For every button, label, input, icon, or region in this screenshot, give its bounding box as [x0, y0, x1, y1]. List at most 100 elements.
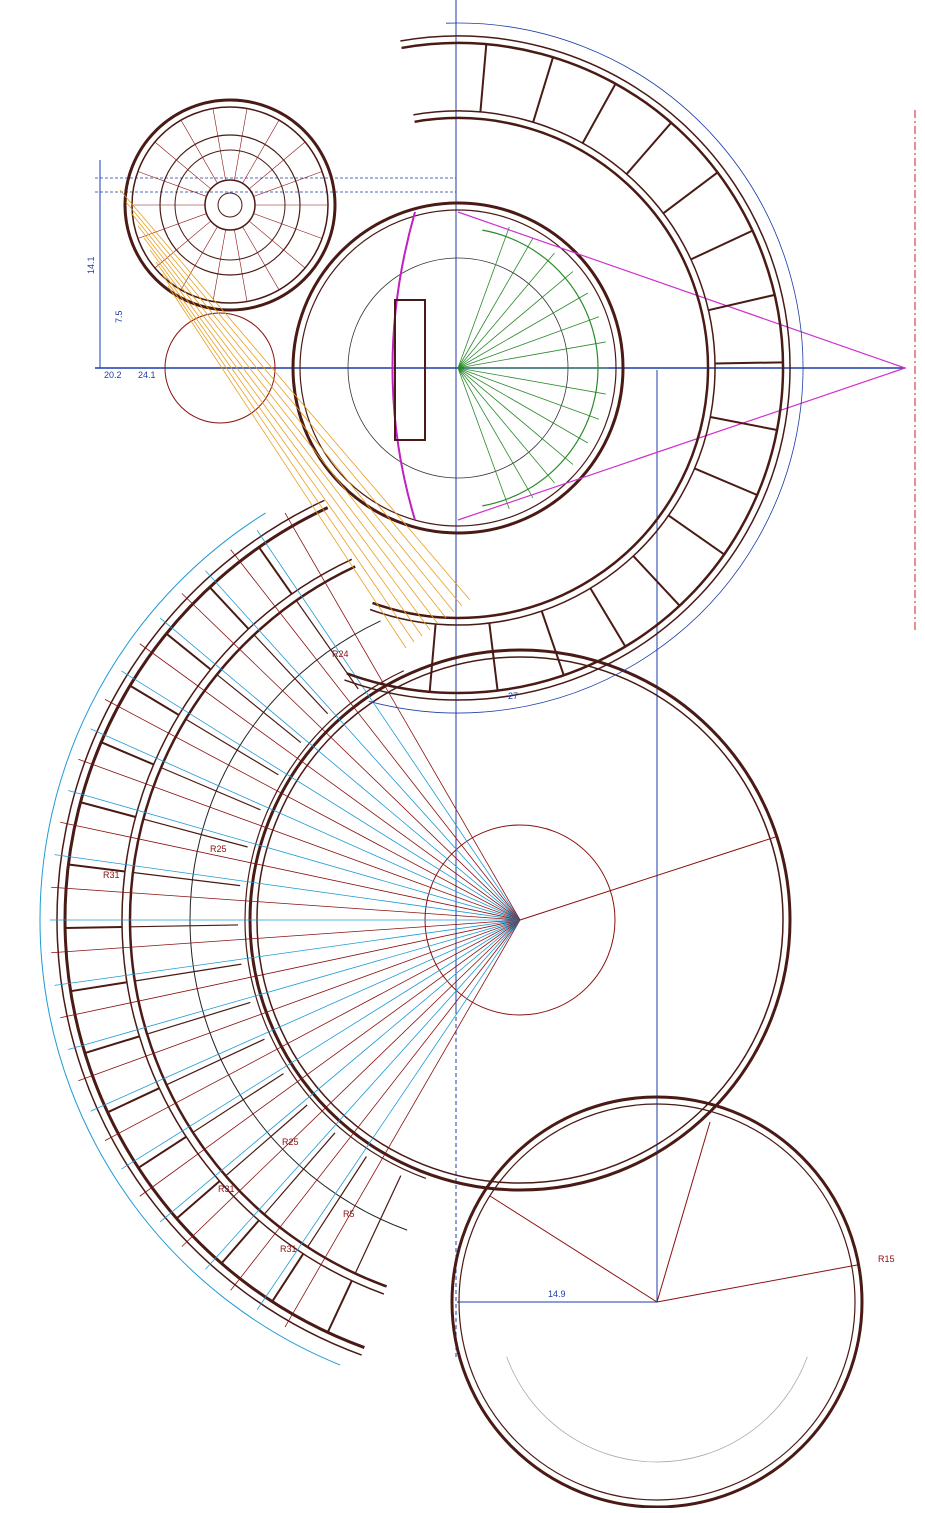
partition — [166, 1038, 265, 1086]
partition — [134, 963, 242, 982]
partition — [192, 1073, 284, 1133]
dimension-label: 24.1 — [138, 370, 156, 380]
radial-ray — [457, 367, 600, 420]
radial-ray — [154, 141, 212, 190]
radius-label: R31 — [218, 1184, 235, 1194]
partition — [307, 1156, 367, 1248]
radial-ray — [180, 226, 218, 291]
radius-line — [519, 836, 777, 921]
radial-ray — [248, 220, 306, 269]
partition — [690, 229, 753, 261]
radius-label: R31 — [280, 1244, 297, 1254]
radial-ray — [457, 292, 589, 369]
partition — [216, 674, 302, 743]
partition — [662, 171, 719, 215]
radial-ray — [248, 141, 306, 190]
wall-circle — [450, 1095, 864, 1509]
partition — [708, 293, 775, 312]
dimension-label: 14.9 — [548, 1289, 566, 1299]
radial-ray — [457, 341, 606, 369]
radial-ray — [457, 271, 574, 369]
radial-ray — [104, 919, 521, 1142]
partition — [710, 416, 778, 431]
radial-ray — [154, 220, 212, 269]
projection-line — [119, 189, 471, 601]
partition — [540, 610, 565, 676]
partition — [165, 632, 212, 671]
radial-ray — [121, 919, 521, 1170]
radius-label: R15 — [878, 1254, 895, 1264]
partition — [68, 863, 126, 873]
wall-circle — [204, 179, 256, 231]
wall-circle — [217, 192, 243, 218]
radial-ray — [181, 919, 521, 1247]
projection-line — [125, 201, 463, 607]
radial-ray — [139, 643, 521, 921]
radial-ray — [457, 367, 555, 484]
partition — [84, 1035, 140, 1054]
partition — [70, 981, 128, 993]
radial-ray — [230, 549, 521, 921]
partition — [532, 56, 554, 123]
partition — [225, 1104, 308, 1177]
partition — [354, 1175, 402, 1274]
wall-arc — [346, 41, 785, 695]
partition — [258, 546, 293, 595]
magenta-triangle — [457, 211, 907, 521]
radial-ray — [457, 367, 606, 395]
radius-circle — [164, 312, 276, 424]
radial-ray — [54, 854, 521, 921]
projection-line — [149, 249, 431, 631]
geometry — [39, 0, 916, 1509]
partition — [271, 1253, 305, 1303]
partition — [130, 924, 239, 928]
wall-arc — [372, 116, 710, 620]
partition — [326, 1280, 353, 1333]
projection-line — [137, 225, 447, 619]
radius-label: R24 — [332, 649, 349, 659]
dimension-label: 14.1 — [86, 256, 96, 274]
radial-ray — [242, 226, 280, 291]
radius-line — [656, 1121, 711, 1303]
radius-label: R5 — [343, 1209, 355, 1219]
partition — [295, 600, 359, 690]
partition — [428, 623, 437, 692]
radial-ray — [60, 821, 521, 921]
radial-ray — [242, 119, 280, 184]
partition — [137, 1135, 187, 1169]
wall-arc — [121, 558, 385, 1295]
radial-ray — [180, 119, 218, 184]
magenta-lens — [391, 211, 416, 521]
projection-line — [131, 213, 455, 613]
partition — [253, 634, 329, 715]
wall-arc — [128, 565, 388, 1288]
radial-ray — [253, 171, 323, 197]
wall-circle — [299, 209, 617, 527]
partition — [581, 83, 617, 144]
radial-ray — [205, 570, 521, 921]
radial-ray — [104, 698, 521, 921]
radial-ray — [68, 919, 521, 1050]
radial-ray — [68, 790, 521, 921]
partition — [589, 587, 627, 648]
radial-ray — [457, 367, 574, 465]
radial-ray — [51, 886, 521, 921]
radius-label: R31 — [103, 870, 120, 880]
radial-ray — [457, 367, 589, 444]
radial-ray — [256, 919, 521, 1310]
wall-circle — [291, 201, 625, 535]
radial-ray — [90, 728, 521, 921]
partition — [185, 718, 279, 776]
partition — [160, 767, 261, 811]
radial-ray — [139, 919, 521, 1197]
radial-ray — [90, 919, 521, 1112]
radial-ray — [234, 229, 248, 302]
dimension-labels: R25 R31 R24 R25 R31 R31 R5 R15 14.9 20.2… — [86, 256, 895, 1299]
projection-line — [155, 261, 423, 637]
partition — [143, 818, 248, 848]
radial-ray — [284, 919, 521, 1328]
radial-ray — [457, 252, 555, 369]
dimension-label: 7.5 — [114, 310, 124, 323]
center-arc — [189, 620, 408, 1231]
